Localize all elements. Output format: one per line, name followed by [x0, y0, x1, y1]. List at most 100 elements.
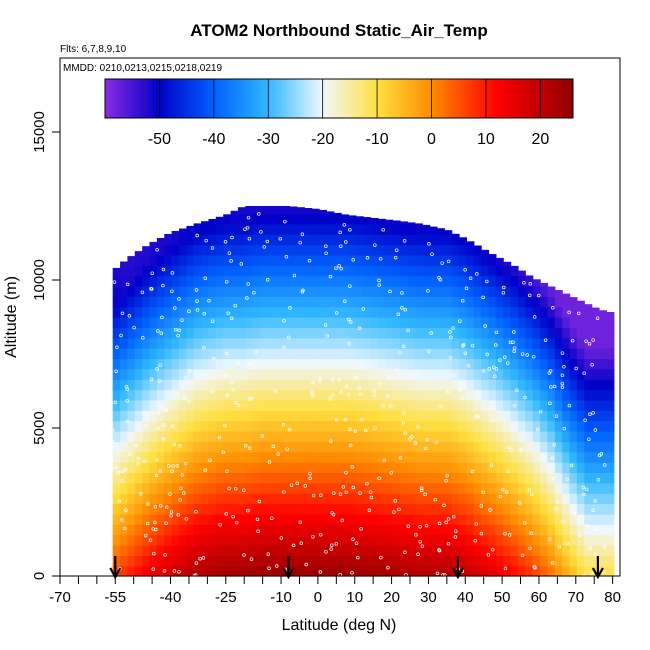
heatmap-cell — [377, 275, 386, 287]
observation-point — [300, 232, 305, 237]
observation-point — [298, 240, 302, 245]
heatmap-cell — [120, 410, 129, 422]
colorbar-swatch — [404, 79, 408, 118]
observation-point — [591, 411, 595, 415]
heatmap-cell — [260, 399, 269, 411]
heatmap-cell — [451, 244, 460, 256]
colorbar-swatch — [545, 79, 550, 118]
heatmap-cell — [142, 306, 151, 318]
heatmap-cell — [245, 389, 254, 401]
heatmap-cell — [400, 306, 409, 318]
colorbar-swatch — [298, 79, 302, 118]
heatmap-cell — [260, 234, 269, 246]
heatmap-cell — [540, 555, 549, 567]
heatmap-cell — [348, 555, 357, 567]
heatmap-cell — [414, 244, 423, 256]
heatmap-cell — [466, 493, 475, 505]
observation-point — [406, 328, 410, 333]
observation-point — [372, 393, 377, 398]
profile-markers — [109, 556, 604, 580]
heatmap-cell — [282, 513, 291, 525]
heatmap-cell — [414, 462, 423, 473]
heatmap-cell — [179, 420, 187, 432]
heatmap-cell — [142, 513, 151, 525]
heatmap-cell — [466, 244, 475, 256]
heatmap-cell — [304, 213, 313, 225]
heatmap-cell — [319, 462, 327, 473]
observation-point — [112, 280, 117, 284]
observation-point — [503, 532, 507, 536]
heatmap-cell — [422, 431, 431, 442]
heatmap-cell — [120, 451, 129, 463]
heatmap-cell — [414, 234, 423, 246]
heatmap-cell — [215, 265, 224, 277]
observation-point — [395, 368, 399, 373]
heatmap-cell — [333, 555, 342, 567]
heatmap-cell — [377, 368, 386, 380]
heatmap-cell — [252, 317, 261, 328]
heatmap-cell — [488, 472, 497, 484]
heatmap-cell — [326, 265, 335, 277]
heatmap-cell — [451, 368, 460, 380]
heatmap-cell — [503, 285, 512, 297]
heatmap-cell — [392, 503, 401, 515]
heatmap-cell — [385, 482, 394, 494]
colorbar-swatch — [118, 79, 122, 118]
heatmap-cell — [156, 410, 165, 422]
heatmap-cell — [473, 327, 482, 339]
heatmap-cell — [370, 493, 379, 505]
heatmap-cell — [186, 503, 195, 515]
heatmap-cell — [326, 244, 335, 256]
heatmap-cell — [156, 275, 165, 287]
heatmap-cell — [274, 420, 283, 432]
colorbar-swatch — [499, 79, 503, 118]
heatmap-cell — [237, 534, 246, 546]
heatmap-cell — [304, 368, 313, 380]
heatmap-cell — [149, 431, 158, 442]
heatmap-cell — [473, 431, 482, 442]
heatmap-cell — [532, 482, 541, 494]
observation-point — [247, 236, 252, 241]
heatmap-cell — [459, 265, 467, 277]
heatmap-cell — [377, 555, 386, 567]
heatmap-cell — [436, 420, 445, 432]
heatmap-cell — [319, 327, 327, 339]
colorbar-swatch — [211, 79, 215, 118]
heatmap-cell — [392, 379, 401, 391]
heatmap-cell — [591, 410, 600, 422]
heatmap-cell — [488, 254, 497, 256]
heatmap-cell — [326, 389, 335, 401]
heatmap-cell — [599, 493, 607, 505]
heatmap-cell — [569, 306, 578, 318]
heatmap-cell — [400, 565, 409, 577]
heatmap-cell — [171, 234, 180, 246]
heatmap-cell — [193, 451, 202, 463]
heatmap-cell — [355, 265, 364, 277]
observation-point — [329, 543, 334, 547]
heatmap-cell — [576, 555, 585, 567]
heatmap-cell — [156, 337, 165, 349]
heatmap-cell — [112, 524, 121, 536]
heatmap-cell — [488, 524, 497, 536]
colorbar-swatch — [428, 79, 433, 118]
heatmap-cell — [223, 244, 232, 256]
heatmap-cell — [289, 451, 298, 463]
heatmap-cell — [400, 285, 409, 297]
heatmap-cell — [363, 327, 372, 339]
heatmap-cell — [156, 238, 165, 246]
heatmap-cell — [392, 285, 401, 297]
heatmap-cell — [274, 555, 283, 567]
heatmap-cell — [451, 265, 460, 277]
colorbar-swatch — [153, 79, 158, 118]
heatmap-cell — [451, 462, 460, 473]
observation-point — [461, 344, 465, 348]
heatmap-cell — [599, 472, 607, 484]
heatmap-cell — [422, 254, 431, 266]
heatmap-cell — [186, 275, 195, 287]
heatmap-cell — [517, 306, 526, 318]
colorbar-swatch — [219, 79, 223, 118]
heatmap-cell — [164, 441, 173, 453]
heatmap-cell — [230, 441, 239, 453]
heatmap-cell — [422, 379, 431, 391]
